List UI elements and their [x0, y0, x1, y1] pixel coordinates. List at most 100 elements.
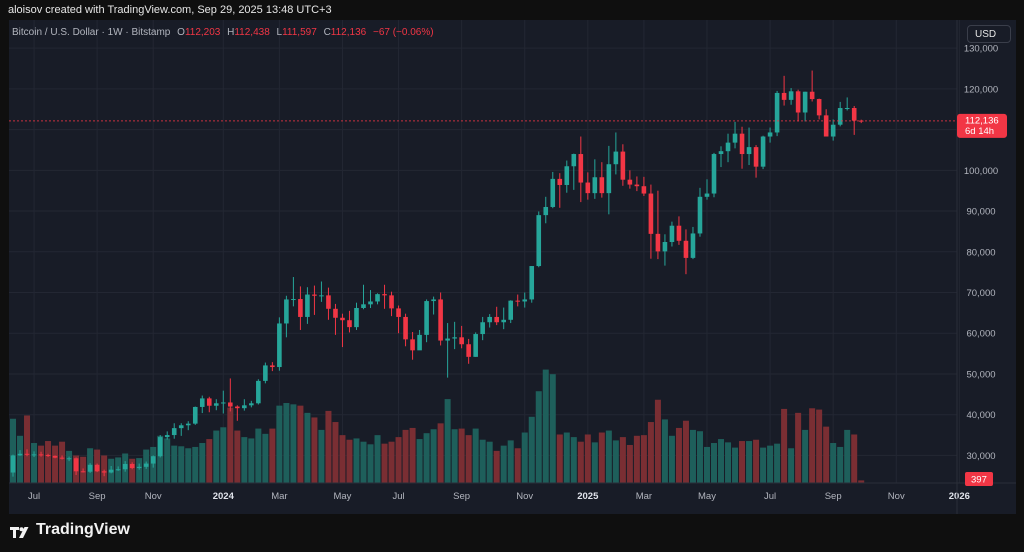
footer: TradingView: [0, 514, 1024, 552]
volume-bar: [444, 399, 451, 483]
candle-body: [101, 471, 107, 473]
candle-body: [24, 453, 30, 455]
open-label: O: [177, 27, 185, 38]
candle-body: [697, 196, 703, 234]
candle-body: [438, 299, 443, 341]
candle-body: [795, 91, 801, 113]
candle-body: [690, 233, 696, 258]
candle-body: [473, 334, 478, 357]
volume-bar: [528, 416, 535, 483]
time-tick-label: Mar: [271, 491, 287, 502]
volume-bar: [157, 435, 164, 483]
last-price-badge: 112,136 6d 14h: [957, 113, 1007, 138]
volume-bar: [248, 438, 255, 483]
close-label: C: [323, 27, 331, 38]
candle-body: [157, 437, 163, 457]
volume-bar: [809, 408, 816, 483]
volume-bar: [437, 423, 444, 483]
close-value: 112,136: [330, 27, 367, 38]
volume-bar: [626, 444, 633, 483]
volume-bar: [781, 408, 788, 483]
volume-bar: [739, 441, 746, 483]
volume-bar: [732, 447, 739, 483]
candle-body: [213, 403, 219, 406]
volume-bar: [486, 441, 493, 483]
candle-body: [480, 322, 485, 335]
volume-bar: [746, 441, 753, 483]
candle-body: [312, 294, 317, 296]
candle-body: [452, 337, 457, 339]
candle-body: [781, 92, 787, 100]
candle-body: [508, 300, 514, 320]
volume-bar: [178, 446, 185, 483]
volume-bar: [325, 410, 332, 483]
candle-body: [199, 398, 205, 407]
volume-bar: [458, 428, 465, 483]
currency-button[interactable]: USD: [967, 25, 1011, 43]
volume-bar: [514, 448, 521, 483]
candle-body: [221, 402, 226, 404]
volume-bar: [500, 445, 507, 483]
price-tick-label: 40,000: [966, 410, 995, 421]
volume-bar: [830, 443, 837, 483]
candle-body: [683, 240, 689, 258]
high-label: H: [227, 27, 235, 38]
time-tick-label: May: [698, 491, 716, 502]
volume-bar: [199, 443, 206, 483]
volume-bar: [647, 422, 654, 483]
candle-body: [809, 91, 815, 100]
volume-bar: [668, 435, 675, 483]
open-value: 112,203: [184, 27, 221, 38]
candle-body: [108, 469, 114, 473]
volume-bar: [535, 391, 542, 483]
price-tick-label: 70,000: [966, 288, 995, 299]
candle-body: [487, 316, 492, 323]
candle-body: [59, 457, 65, 459]
time-tick-label: Nov: [516, 491, 533, 502]
candle-body: [606, 164, 612, 194]
volume-bar: [10, 418, 16, 483]
candle-body: [676, 225, 682, 241]
volume-bar: [402, 429, 409, 483]
candle-body: [844, 108, 850, 110]
time-tick-label: Sep: [89, 491, 106, 502]
volume-bar: [682, 420, 689, 483]
time-tick-label: May: [333, 491, 351, 502]
candle-body: [417, 334, 422, 351]
volume-bar: [66, 450, 73, 483]
candle-body: [73, 458, 79, 472]
candle-body: [739, 133, 745, 155]
volume-bar: [297, 405, 304, 483]
candle-body: [718, 151, 724, 155]
candle-body: [319, 295, 324, 297]
candle-body: [830, 124, 836, 137]
candle-body: [164, 435, 170, 438]
chart-panel[interactable]: 30,000 40,000 50,000 60,000 70,000 80,000 90,0…: [9, 20, 1016, 514]
attribution-bar: aloisov created with TradingView.com, Se…: [0, 0, 1024, 20]
candle-body: [816, 99, 822, 116]
candle-body: [52, 455, 58, 458]
candle-body: [599, 177, 605, 194]
candle-body: [459, 337, 464, 345]
volume-bar: [837, 446, 844, 483]
candle-body: [171, 428, 177, 436]
candle-body: [767, 132, 773, 137]
last-price-text: 112,136: [965, 115, 999, 126]
candle-body: [228, 402, 233, 407]
candle-body: [669, 225, 675, 243]
candlestick-chart[interactable]: 30,000 40,000 50,000 60,000 70,000 80,000 90,0…: [9, 20, 1016, 514]
candle-body: [403, 316, 408, 340]
countdown-text: 6d 14h: [965, 126, 994, 137]
volume-bar: [423, 433, 430, 483]
time-tick-label: Mar: [636, 491, 652, 502]
candle-body: [410, 339, 415, 351]
time-tick-label: Jul: [392, 491, 404, 502]
candle-body: [802, 91, 808, 113]
candle-body: [592, 177, 598, 194]
volume-bar: [24, 415, 31, 483]
price-tick-label: 120,000: [964, 84, 998, 95]
volume-bar: [59, 441, 66, 483]
volume-bar: [311, 417, 318, 483]
candle-body: [178, 425, 184, 429]
candle-body: [550, 178, 556, 207]
